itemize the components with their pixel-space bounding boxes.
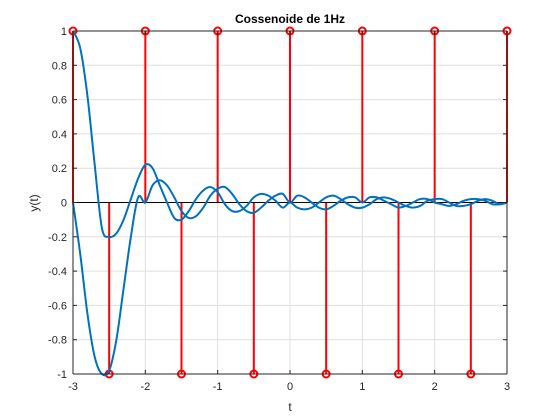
x-tick-label: 3 xyxy=(504,381,510,393)
y-tick-label: 0.8 xyxy=(52,60,67,72)
y-tick-label: 0.2 xyxy=(52,163,67,175)
x-axis-label: t xyxy=(288,400,292,414)
y-tick-label: -0.2 xyxy=(48,232,67,244)
y-axis-label: y(t) xyxy=(27,194,41,211)
y-tick-label: 1 xyxy=(61,26,67,38)
x-tick-label: -1 xyxy=(213,381,223,393)
x-tick-label: 1 xyxy=(359,381,365,393)
x-tick-label: -3 xyxy=(68,381,78,393)
y-tick-label: -0.4 xyxy=(48,266,67,278)
y-tick-label: 0.4 xyxy=(52,129,67,141)
y-tick-label: -0.8 xyxy=(48,335,67,347)
x-tick-label: 2 xyxy=(432,381,438,393)
y-tick-label: 0.6 xyxy=(52,95,67,107)
x-tick-label: -2 xyxy=(140,381,150,393)
chart-title: Cossenoide de 1Hz xyxy=(235,12,345,26)
y-tick-label: -0.6 xyxy=(48,300,67,312)
curve-line-2 xyxy=(72,179,508,377)
curve-series xyxy=(72,30,508,377)
y-tick-label: 0 xyxy=(61,198,67,210)
axes xyxy=(72,30,508,375)
y-tick-label: -1 xyxy=(57,369,67,381)
x-tick-label: 0 xyxy=(287,381,293,393)
tick-labels: -3 -2 -1 0 1 2 3 1 0.8 0.6 0.4 0.2 0 -0.2 -0.4 -0.6 -0.8… xyxy=(48,26,510,393)
